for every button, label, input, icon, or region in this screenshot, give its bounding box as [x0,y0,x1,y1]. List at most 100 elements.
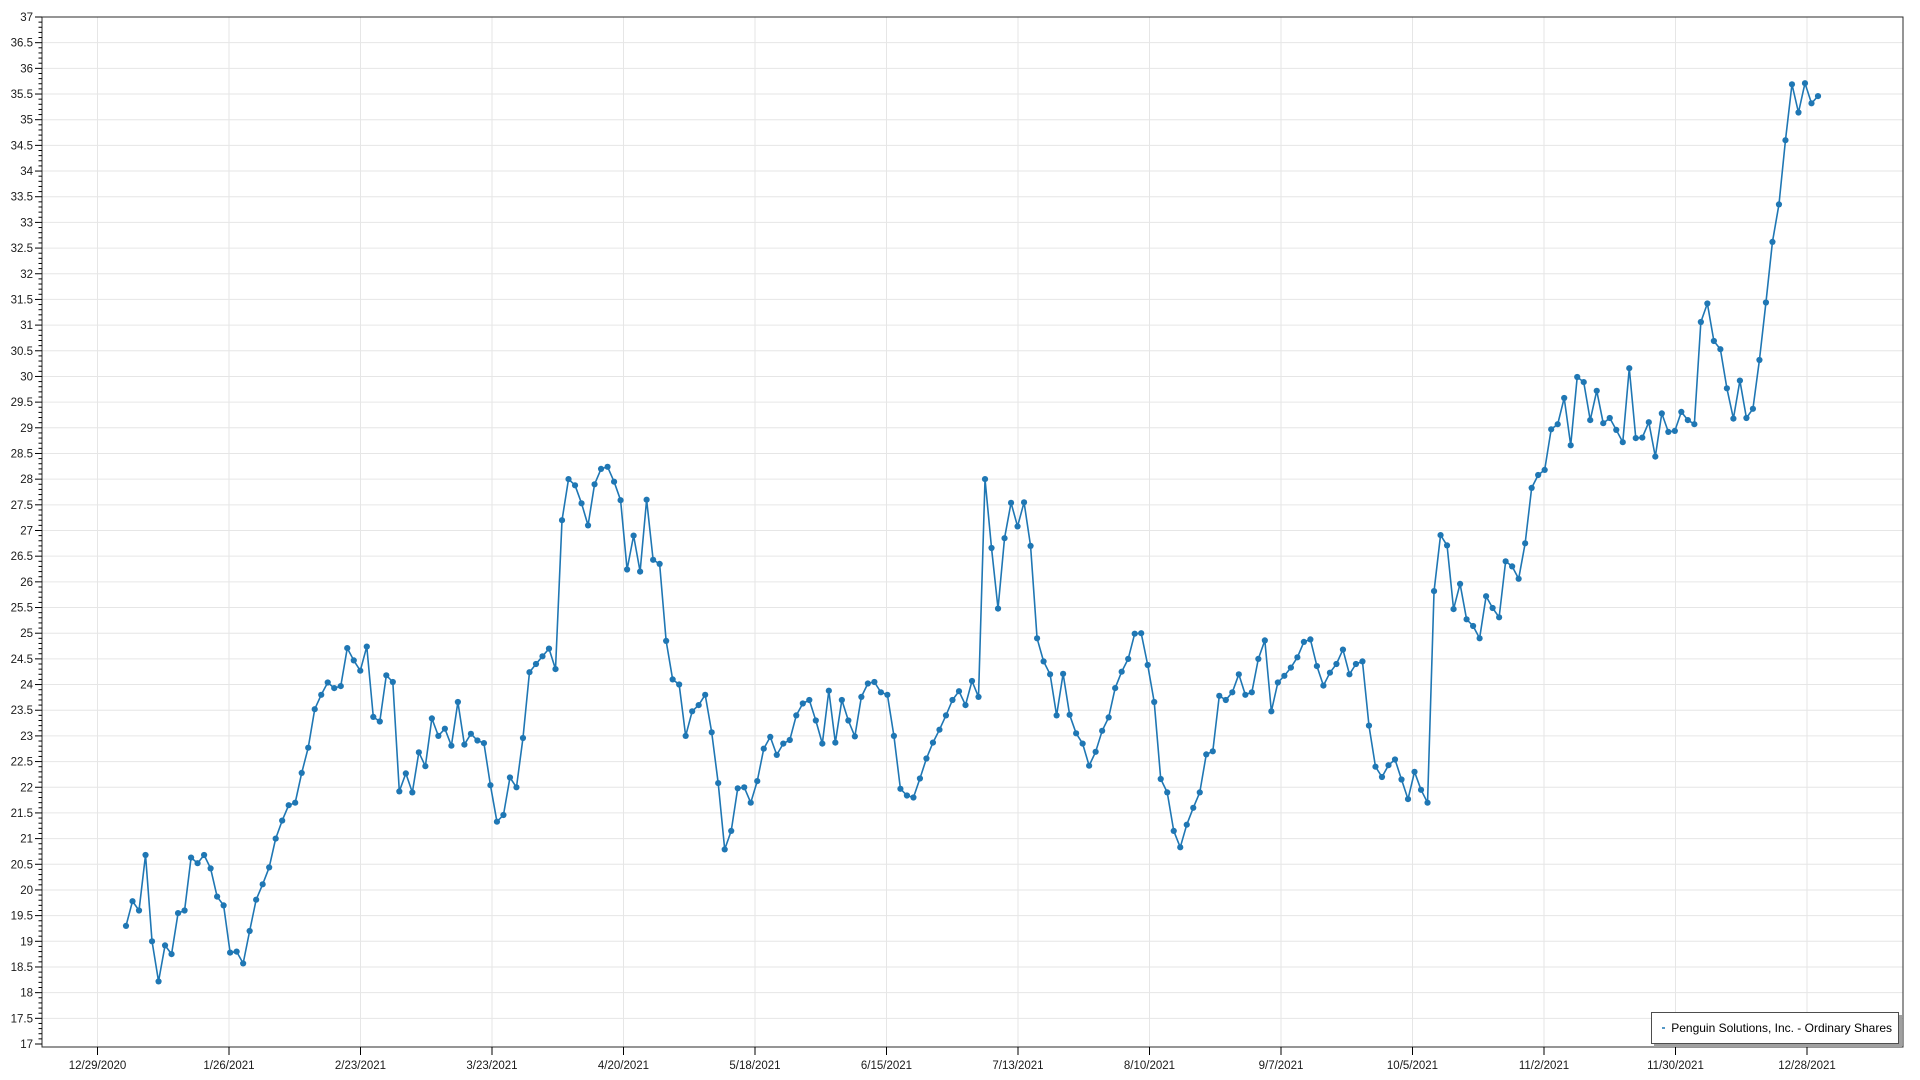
data-point[interactable] [1463,616,1470,623]
data-point[interactable] [161,942,169,949]
data-point[interactable] [741,784,748,791]
data-point[interactable] [435,732,442,740]
data-point[interactable] [1496,614,1503,621]
data-point[interactable] [331,685,338,692]
data-point[interactable] [1046,671,1054,678]
data-point[interactable] [1118,668,1125,675]
data-point[interactable] [637,568,644,575]
data-point[interactable] [578,500,585,507]
data-point[interactable] [1548,426,1555,433]
data-point[interactable] [597,465,605,472]
data-point[interactable] [1183,821,1190,828]
data-point[interactable] [1626,365,1633,372]
data-point[interactable] [1313,663,1321,670]
data-point[interactable] [1678,408,1685,415]
data-point[interactable] [207,865,214,872]
data-point[interactable] [174,910,182,917]
data-point[interactable] [1430,588,1438,595]
data-point[interactable] [1671,427,1678,434]
data-point[interactable] [832,739,839,746]
data-point[interactable] [728,827,735,835]
data-point[interactable] [1788,81,1796,88]
data-point[interactable] [1639,434,1646,441]
data-point[interactable] [344,645,351,652]
data-point[interactable] [1736,377,1744,384]
data-point[interactable] [1294,654,1301,661]
data-point[interactable] [1574,373,1581,381]
data-point[interactable] [851,733,858,740]
data-point[interactable] [1762,299,1770,306]
data-point[interactable] [1398,776,1405,783]
data-point[interactable] [929,739,937,746]
data-point[interactable] [994,605,1002,612]
data-point[interactable] [1001,535,1008,542]
data-point[interactable] [1053,712,1060,719]
data-point[interactable] [168,951,175,958]
data-point[interactable] [194,860,201,867]
data-point[interactable] [682,732,689,740]
data-point[interactable] [663,637,670,645]
data-point[interactable] [526,669,533,676]
data-point[interactable] [1352,660,1360,668]
data-point[interactable] [1333,660,1340,668]
data-point[interactable] [1645,419,1652,426]
data-point[interactable] [1691,421,1698,428]
data-point[interactable] [298,769,305,777]
data-point[interactable] [1522,540,1529,547]
data-point[interactable] [135,907,143,914]
data-point[interactable] [858,693,865,701]
data-point[interactable] [689,708,696,715]
data-point[interactable] [142,851,149,859]
data-point[interactable] [279,817,286,824]
data-point[interactable] [786,736,793,744]
data-point[interactable] [734,785,741,792]
data-point[interactable] [1170,827,1177,835]
data-point[interactable] [806,696,813,704]
data-point[interactable] [1222,696,1229,704]
data-point[interactable] [897,785,904,792]
data-point[interactable] [1190,804,1197,811]
data-point[interactable] [474,737,481,744]
data-point[interactable] [721,846,728,853]
data-point[interactable] [1606,414,1613,422]
data-point[interactable] [187,854,195,861]
data-point[interactable] [181,907,188,914]
data-point[interactable] [1600,420,1607,427]
data-point[interactable] [617,497,624,504]
data-point[interactable] [1502,558,1509,565]
data-point[interactable] [1326,669,1334,676]
data-point[interactable] [1652,453,1659,460]
data-point[interactable] [1125,655,1132,663]
data-point[interactable] [1483,593,1490,600]
data-point[interactable] [754,778,761,785]
data-point[interactable] [1229,689,1236,696]
data-point[interactable] [1131,630,1138,637]
data-point[interactable] [610,478,618,485]
data-point[interactable] [1255,655,1262,663]
data-point[interactable] [988,544,995,552]
data-point[interactable] [1509,563,1516,570]
data-point[interactable] [1535,471,1542,479]
data-point[interactable] [253,896,260,903]
data-point[interactable] [1300,638,1307,646]
data-point[interactable] [1443,542,1451,549]
data-point[interactable] [1782,137,1789,144]
data-point[interactable] [272,835,279,842]
data-point[interactable] [1040,658,1047,665]
data-point[interactable] [884,691,891,698]
data-point[interactable] [916,775,924,782]
data-point[interactable] [532,660,540,668]
data-point[interactable] [1424,799,1431,806]
data-point[interactable] [155,978,162,985]
data-point[interactable] [1456,580,1464,588]
data-point[interactable] [227,949,234,956]
data-point[interactable] [1417,786,1425,793]
data-point[interactable] [500,811,507,819]
data-point[interactable] [1378,773,1386,781]
data-point[interactable] [1769,238,1776,245]
data-point[interactable] [1665,428,1672,435]
data-point[interactable] [910,794,917,801]
data-point[interactable] [428,715,435,722]
data-point[interactable] [1372,763,1379,770]
data-point[interactable] [1066,711,1073,718]
